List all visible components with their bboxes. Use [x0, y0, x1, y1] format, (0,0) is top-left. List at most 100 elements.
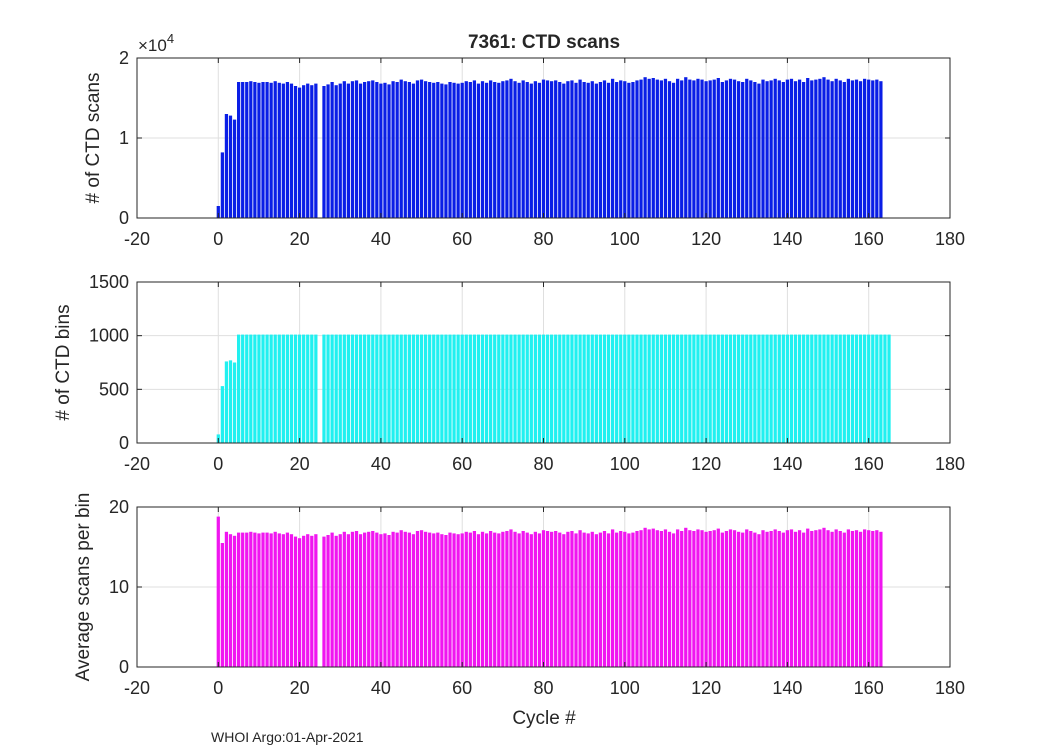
- bar: [306, 83, 310, 218]
- bar: [281, 534, 285, 667]
- bar: [302, 535, 306, 667]
- bar: [505, 334, 509, 443]
- bar: [558, 532, 562, 667]
- bar: [574, 82, 578, 218]
- bar: [310, 535, 314, 667]
- x-tick-label: 20: [290, 454, 310, 474]
- bar: [541, 79, 546, 218]
- bar: [785, 334, 790, 443]
- bar: [545, 80, 550, 219]
- bar: [619, 334, 623, 443]
- bar: [249, 81, 253, 218]
- bar: [521, 80, 525, 219]
- bar: [578, 530, 582, 667]
- bar: [440, 83, 444, 218]
- bar: [700, 79, 704, 218]
- bar: [858, 334, 863, 443]
- bar: [484, 334, 489, 443]
- bar: [228, 360, 233, 443]
- bar: [314, 334, 318, 443]
- bar: [797, 79, 802, 218]
- x-tick-label: 80: [533, 229, 553, 249]
- bar: [757, 334, 761, 443]
- bar: [489, 80, 493, 219]
- bar: [566, 81, 570, 218]
- bar: [505, 80, 509, 219]
- bar: [432, 82, 436, 218]
- x-tick-label: 140: [772, 678, 802, 698]
- bar: [403, 531, 407, 667]
- bar: [367, 81, 371, 218]
- bar: [289, 83, 294, 218]
- bar: [545, 531, 550, 667]
- x-tick-label: 20: [290, 229, 310, 249]
- bar: [684, 77, 688, 218]
- bar: [663, 529, 668, 667]
- bar: [456, 334, 460, 443]
- bar: [314, 83, 318, 218]
- bar: [806, 334, 810, 443]
- bar: [423, 334, 428, 443]
- bar: [261, 532, 265, 667]
- bar: [590, 81, 594, 218]
- bar: [879, 334, 883, 443]
- bar: [671, 82, 676, 218]
- bar: [700, 530, 704, 667]
- bar: [440, 534, 444, 667]
- bar: [875, 79, 879, 218]
- y-axis-label: # of CTD scans: [83, 73, 104, 204]
- bar: [342, 531, 346, 667]
- bar: [253, 334, 257, 443]
- bar: [676, 78, 680, 218]
- bar: [322, 86, 326, 218]
- x-tick-label: 160: [854, 229, 884, 249]
- bar: [241, 532, 245, 667]
- bar: [354, 531, 359, 667]
- bar: [773, 334, 777, 443]
- bar: [517, 533, 521, 667]
- bar: [484, 82, 489, 218]
- bar: [741, 82, 745, 218]
- bar: [741, 532, 745, 667]
- x-tick-label: 20: [290, 678, 310, 698]
- x-axis-label: Cycle #: [512, 708, 576, 729]
- bar: [497, 533, 501, 667]
- bar: [249, 334, 253, 443]
- bar: [460, 533, 464, 667]
- y-tick-label: 20: [109, 497, 129, 517]
- bar: [732, 334, 737, 443]
- bar: [777, 334, 781, 443]
- bar: [676, 334, 680, 443]
- bar: [387, 334, 391, 443]
- bar: [448, 532, 452, 667]
- bar: [777, 531, 781, 667]
- bar: [428, 82, 432, 218]
- bar: [610, 78, 615, 218]
- bar: [513, 531, 517, 667]
- bar: [245, 334, 249, 443]
- bar: [277, 533, 281, 667]
- bar: [635, 80, 639, 219]
- bar: [684, 334, 688, 443]
- bar: [232, 535, 237, 667]
- bar: [533, 531, 537, 667]
- bar: [387, 84, 391, 219]
- bar: [342, 334, 346, 443]
- bar: [806, 528, 810, 667]
- bar: [253, 532, 257, 667]
- bar: [850, 80, 855, 219]
- bar: [631, 334, 635, 443]
- bar: [423, 531, 428, 667]
- bar: [456, 83, 460, 218]
- bar: [802, 82, 806, 218]
- bar: [838, 334, 842, 443]
- bar: [293, 334, 298, 443]
- bar: [671, 533, 676, 667]
- bar: [676, 529, 680, 667]
- bar: [375, 82, 379, 218]
- bar: [310, 85, 314, 218]
- bar: [464, 81, 468, 218]
- bar: [871, 334, 875, 443]
- bar: [667, 531, 672, 667]
- bar: [265, 334, 269, 443]
